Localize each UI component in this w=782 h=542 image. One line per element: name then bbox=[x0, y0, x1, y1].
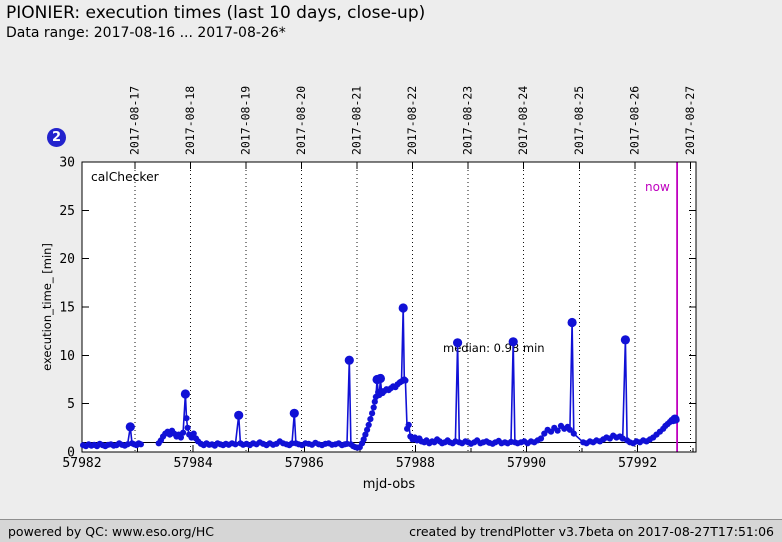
data-point bbox=[673, 417, 680, 424]
y-axis-tick-label: 30 bbox=[59, 156, 75, 171]
data-point bbox=[554, 427, 561, 434]
date-tick-label: 2017-08-21 bbox=[350, 86, 364, 155]
axis-ticks bbox=[81, 161, 696, 453]
date-tick-labels: 2017-08-17 2017-08-18 2017-08-19 2017-08-20… bbox=[127, 86, 697, 155]
data-point bbox=[177, 434, 184, 441]
median-annotation: median: 0.98 min bbox=[443, 341, 545, 355]
date-tick-label: 2017-08-18 bbox=[183, 86, 197, 155]
data-point bbox=[364, 426, 371, 433]
date-tick-label: 2017-08-19 bbox=[238, 86, 252, 155]
y-axis-title: execution_time_ [min] bbox=[40, 243, 54, 371]
x-axis-tick-label: 57984 bbox=[174, 456, 213, 471]
data-point bbox=[289, 408, 299, 418]
plot-index-badge[interactable]: 2 bbox=[47, 128, 66, 147]
data-point bbox=[537, 435, 545, 442]
y-axis-tick-label: 15 bbox=[59, 301, 75, 316]
y-axis-tick-label: 5 bbox=[67, 397, 75, 412]
data-point bbox=[344, 355, 354, 365]
data-point bbox=[125, 422, 135, 432]
y-axis-tick-label: 20 bbox=[59, 252, 75, 267]
data-point bbox=[234, 410, 244, 420]
x-axis-tick-label: 57990 bbox=[507, 456, 546, 471]
data-point bbox=[232, 441, 239, 448]
date-tick-label: 2017-08-17 bbox=[127, 86, 141, 155]
page-title: PIONIER: execution times (last 10 days, … bbox=[6, 3, 426, 23]
data-point bbox=[405, 421, 412, 428]
caltype-label: calChecker bbox=[91, 170, 160, 184]
data-point bbox=[371, 398, 378, 405]
data-point bbox=[369, 410, 376, 417]
date-tick-label: 2017-08-20 bbox=[294, 86, 308, 155]
data-point bbox=[360, 436, 367, 443]
data-point bbox=[184, 424, 191, 431]
x-axis-tick-label: 57992 bbox=[618, 456, 657, 471]
date-tick-label: 2017-08-24 bbox=[516, 86, 530, 155]
y-axis-tick-label: 0 bbox=[67, 446, 75, 461]
data-point bbox=[137, 441, 144, 448]
x-axis-tick-labels: 57982 57984 57986 57988 57990 57992 bbox=[62, 456, 657, 471]
data-point bbox=[508, 337, 518, 347]
x-axis-tick-label: 57982 bbox=[62, 456, 101, 471]
data-series bbox=[80, 303, 680, 451]
data-point bbox=[367, 416, 374, 423]
data-point bbox=[362, 431, 369, 438]
data-point bbox=[365, 421, 372, 428]
footer-bar: powered by QC: www.eso.org/HC created by… bbox=[0, 519, 782, 542]
data-point bbox=[570, 430, 577, 437]
data-point bbox=[180, 389, 190, 399]
footer-powered-by: powered by QC: www.eso.org/HC bbox=[8, 523, 214, 539]
date-tick-label: 2017-08-22 bbox=[405, 86, 419, 155]
date-tick-label: 2017-08-27 bbox=[683, 86, 697, 155]
execution-times-chart: 2017-08-17 2017-08-18 2017-08-19 2017-08-20… bbox=[40, 86, 697, 492]
x-axis-title: mjd-obs bbox=[363, 477, 416, 492]
x-axis-tick-label: 57988 bbox=[396, 456, 435, 471]
plot-area bbox=[82, 162, 696, 452]
data-point bbox=[567, 317, 577, 328]
data-point bbox=[398, 303, 408, 313]
data-point bbox=[183, 415, 190, 422]
data-point bbox=[375, 373, 385, 384]
data-point bbox=[370, 404, 377, 411]
date-tick-label: 2017-08-26 bbox=[627, 86, 641, 155]
data-point bbox=[620, 335, 631, 345]
date-range-subtitle: Data range: 2017-08-16 ... 2017-08-26* bbox=[6, 25, 286, 41]
date-tick-label: 2017-08-25 bbox=[572, 86, 586, 155]
data-point bbox=[190, 430, 197, 437]
now-label: now bbox=[645, 180, 670, 194]
header: PIONIER: execution times (last 10 days, … bbox=[6, 2, 425, 43]
x-axis-tick-label: 57986 bbox=[285, 456, 324, 471]
data-point bbox=[566, 426, 574, 433]
data-point bbox=[453, 338, 463, 348]
y-axis-tick-labels: 0 5 10 15 20 25 30 bbox=[59, 156, 75, 461]
data-point bbox=[402, 377, 409, 384]
date-gridlines bbox=[134, 162, 691, 452]
data-point bbox=[180, 429, 187, 436]
y-axis-tick-label: 25 bbox=[59, 204, 75, 219]
date-tick-label: 2017-08-23 bbox=[461, 86, 475, 155]
footer-created-by: created by trendPlotter v3.7beta on 2017… bbox=[409, 523, 774, 539]
y-axis-tick-label: 10 bbox=[59, 349, 75, 364]
